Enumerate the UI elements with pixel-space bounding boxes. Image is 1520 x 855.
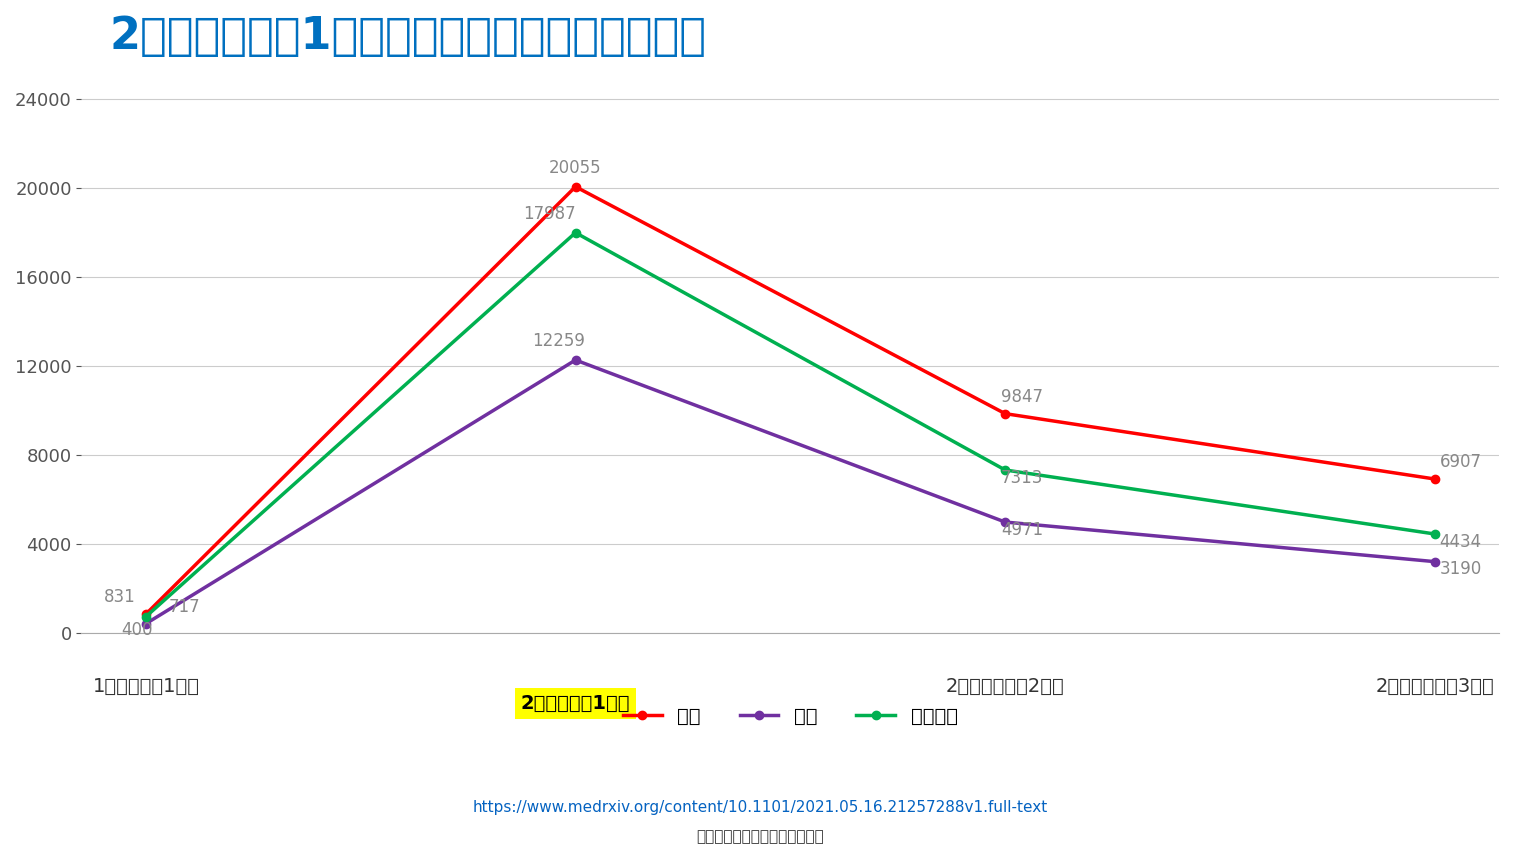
Text: 2回目の接種後1週間をピークに中和抗体は減少: 2回目の接種後1週間をピークに中和抗体は減少 <box>109 15 707 58</box>
Text: 17987: 17987 <box>523 204 576 222</box>
Text: 4971: 4971 <box>1002 521 1043 539</box>
女性 <box>137 609 155 619</box>
Text: 6907: 6907 <box>1439 453 1482 471</box>
Text: 7313: 7313 <box>1002 469 1044 486</box>
Text: 831: 831 <box>105 588 135 606</box>
Text: 2回目接種後約2ヶ月: 2回目接種後約2ヶ月 <box>945 677 1064 696</box>
Text: https://www.medrxiv.org/content/10.1101/2021.05.16.21257288v1.full-text: https://www.medrxiv.org/content/10.1101/… <box>473 800 1047 816</box>
男女合計 <box>1426 529 1444 540</box>
男女合計 <box>137 611 155 622</box>
Text: 2回目接種後1週間: 2回目接種後1週間 <box>521 693 631 713</box>
男性 <box>996 517 1014 528</box>
男性 <box>137 618 155 628</box>
Line: 男性: 男性 <box>141 356 1439 628</box>
Text: 9847: 9847 <box>1002 388 1043 406</box>
Text: 20055: 20055 <box>549 159 602 177</box>
Text: 4434: 4434 <box>1439 533 1482 551</box>
男性 <box>567 355 585 365</box>
Text: 717: 717 <box>169 598 201 616</box>
Text: 12259: 12259 <box>532 332 585 350</box>
女性 <box>1426 474 1444 484</box>
Legend: 女性, 男性, 男女合計: 女性, 男性, 男女合計 <box>616 699 965 734</box>
Text: 1回目接種後1週間: 1回目接種後1週間 <box>93 677 199 696</box>
Text: よりデータを一部引用・再編集: よりデータを一部引用・再編集 <box>696 828 824 844</box>
Line: 男女合計: 男女合計 <box>141 228 1439 621</box>
Line: 女性: 女性 <box>141 183 1439 618</box>
Text: 400: 400 <box>122 622 154 640</box>
男性 <box>1426 557 1444 567</box>
男女合計 <box>567 227 585 238</box>
女性 <box>567 181 585 192</box>
Text: 2回目接種後約3ヶ月: 2回目接種後約3ヶ月 <box>1376 677 1494 696</box>
女性 <box>996 409 1014 419</box>
男女合計 <box>996 465 1014 475</box>
Text: 3190: 3190 <box>1439 560 1482 578</box>
